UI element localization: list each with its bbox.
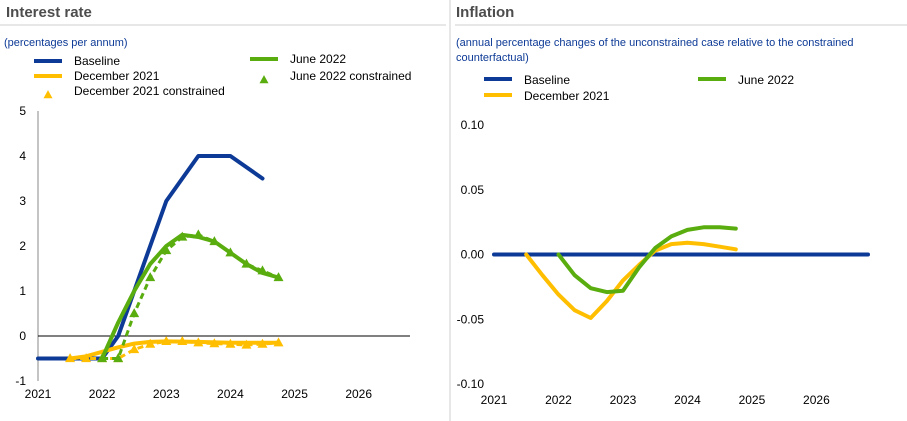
legend-marker-dec2021_constrained [43, 90, 53, 99]
data-point-dec2021_constrained [193, 337, 204, 347]
legend-label-dec2021: December 2021 [74, 69, 160, 83]
legend-label-jun2022: June 2022 [290, 52, 346, 66]
y-tick-label: -1 [15, 374, 26, 388]
x-tick-label: 2025 [281, 387, 308, 401]
series-line-jun2022 [556, 225, 738, 295]
x-tick-label: 2026 [803, 393, 830, 407]
data-point-jun2022_constrained [209, 236, 220, 246]
interest-rate-title: Interest rate [6, 4, 92, 21]
x-tick-label: 2023 [610, 393, 637, 407]
legend-marker-jun2022_constrained [259, 75, 269, 84]
y-tick-label: 4 [19, 149, 26, 163]
legend-label-dec2021_constrained: December 2021 constrained [74, 84, 225, 98]
inflation-chart: Inflation (annual percentage changes of t… [456, 4, 870, 407]
inflation-plot [492, 225, 870, 320]
data-point-dec2021_constrained [273, 337, 284, 347]
data-point-dec2021_constrained [81, 353, 92, 363]
y-tick-label: 0.05 [461, 183, 485, 197]
data-point-jun2022_constrained [129, 308, 140, 318]
series-line-baseline [36, 154, 265, 361]
data-point-jun2022_constrained [273, 272, 284, 282]
legend-label-baseline: Baseline [524, 73, 570, 87]
y-tick-label: -0.05 [457, 312, 485, 326]
data-point-dec2021_constrained [209, 338, 220, 348]
y-tick-label: 0.10 [461, 118, 485, 132]
x-tick-label: 2025 [739, 393, 766, 407]
data-point-dec2021_constrained [257, 338, 268, 348]
data-point-dec2021_constrained [225, 338, 236, 348]
data-point-dec2021_constrained [241, 339, 252, 349]
legend-label-jun2022_constrained: June 2022 constrained [290, 69, 411, 83]
inflation-subtitle-line1: (annual percentage changes of the uncons… [456, 37, 854, 49]
data-point-dec2021_constrained [161, 336, 172, 345]
data-point-dec2021_constrained [177, 336, 188, 345]
data-point-jun2022_constrained [113, 353, 124, 363]
y-tick-label: 0.00 [461, 248, 485, 262]
interest-rate-subtitle: (percentages per annum) [4, 37, 128, 49]
x-tick-label: 2021 [25, 387, 52, 401]
data-point-jun2022_constrained [225, 247, 236, 257]
series-line-dec2021 [524, 240, 738, 320]
x-tick-label: 2024 [217, 387, 244, 401]
legend-label-dec2021: December 2021 [524, 89, 610, 103]
x-tick-label: 2021 [481, 393, 508, 407]
data-point-jun2022_constrained [241, 258, 252, 268]
data-point-jun2022_constrained [97, 353, 108, 363]
data-point-dec2021_constrained [65, 353, 76, 363]
y-tick-label: 3 [19, 194, 26, 208]
x-tick-label: 2026 [345, 387, 372, 401]
y-tick-label: 5 [19, 104, 26, 118]
y-tick-label: 0 [19, 329, 26, 343]
inflation-subtitle-line2: counterfactual) [456, 52, 529, 64]
y-tick-label: 1 [19, 284, 26, 298]
interest-rate-chart: Interest rate (percentages per annum) Base… [4, 4, 411, 401]
data-point-dec2021_constrained [145, 338, 156, 348]
y-tick-label: 2 [19, 239, 26, 253]
inflation-legend: Baseline June 2022 December 2021 [484, 73, 794, 103]
legend-label-jun2022: June 2022 [738, 73, 794, 87]
data-point-jun2022_constrained [257, 265, 268, 275]
data-point-dec2021_constrained [129, 344, 140, 354]
inflation-title: Inflation [456, 4, 514, 21]
interest-rate-plot [36, 154, 284, 363]
x-tick-label: 2023 [153, 387, 180, 401]
y-tick-label: -0.10 [457, 377, 485, 391]
interest-rate-legend: Baseline June 2022 December 2021 June 2022 … [34, 52, 411, 99]
x-tick-label: 2024 [674, 393, 701, 407]
data-point-jun2022_constrained [193, 229, 204, 239]
x-tick-label: 2022 [545, 393, 572, 407]
data-point-jun2022_constrained [145, 272, 156, 282]
legend-label-baseline: Baseline [74, 54, 120, 68]
data-point-jun2022_constrained [161, 245, 172, 255]
data-point-jun2022_constrained [177, 231, 188, 241]
x-tick-label: 2022 [89, 387, 116, 401]
